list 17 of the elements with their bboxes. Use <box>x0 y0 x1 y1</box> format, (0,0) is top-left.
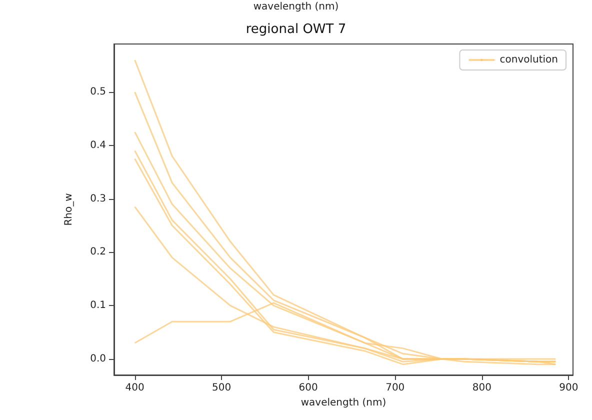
x-tick-label: 500 <box>212 382 232 394</box>
x-tick-label: 900 <box>559 382 578 394</box>
y-tick-label: 0.4 <box>90 140 106 151</box>
x-tick-label: 700 <box>386 382 405 394</box>
y-axis-title: Rho_w <box>64 193 74 226</box>
y-tick-label: 0.0 <box>90 353 106 364</box>
chart-title: regional OWT 7 <box>246 22 346 37</box>
y-tick-label: 0.1 <box>90 300 106 312</box>
y-tick-label: 0.2 <box>90 246 106 258</box>
x-axis-title: wavelength (nm) <box>300 397 386 408</box>
legend-label: convolution <box>500 54 558 66</box>
y-tick-label: 0.5 <box>90 86 106 98</box>
text: wavelength (nm) <box>253 2 339 12</box>
x-tick-label: 600 <box>298 382 318 394</box>
x-tick-label: 400 <box>125 382 144 394</box>
y-tick-label: 0.3 <box>90 193 106 204</box>
x-tick-label: 800 <box>472 382 492 394</box>
